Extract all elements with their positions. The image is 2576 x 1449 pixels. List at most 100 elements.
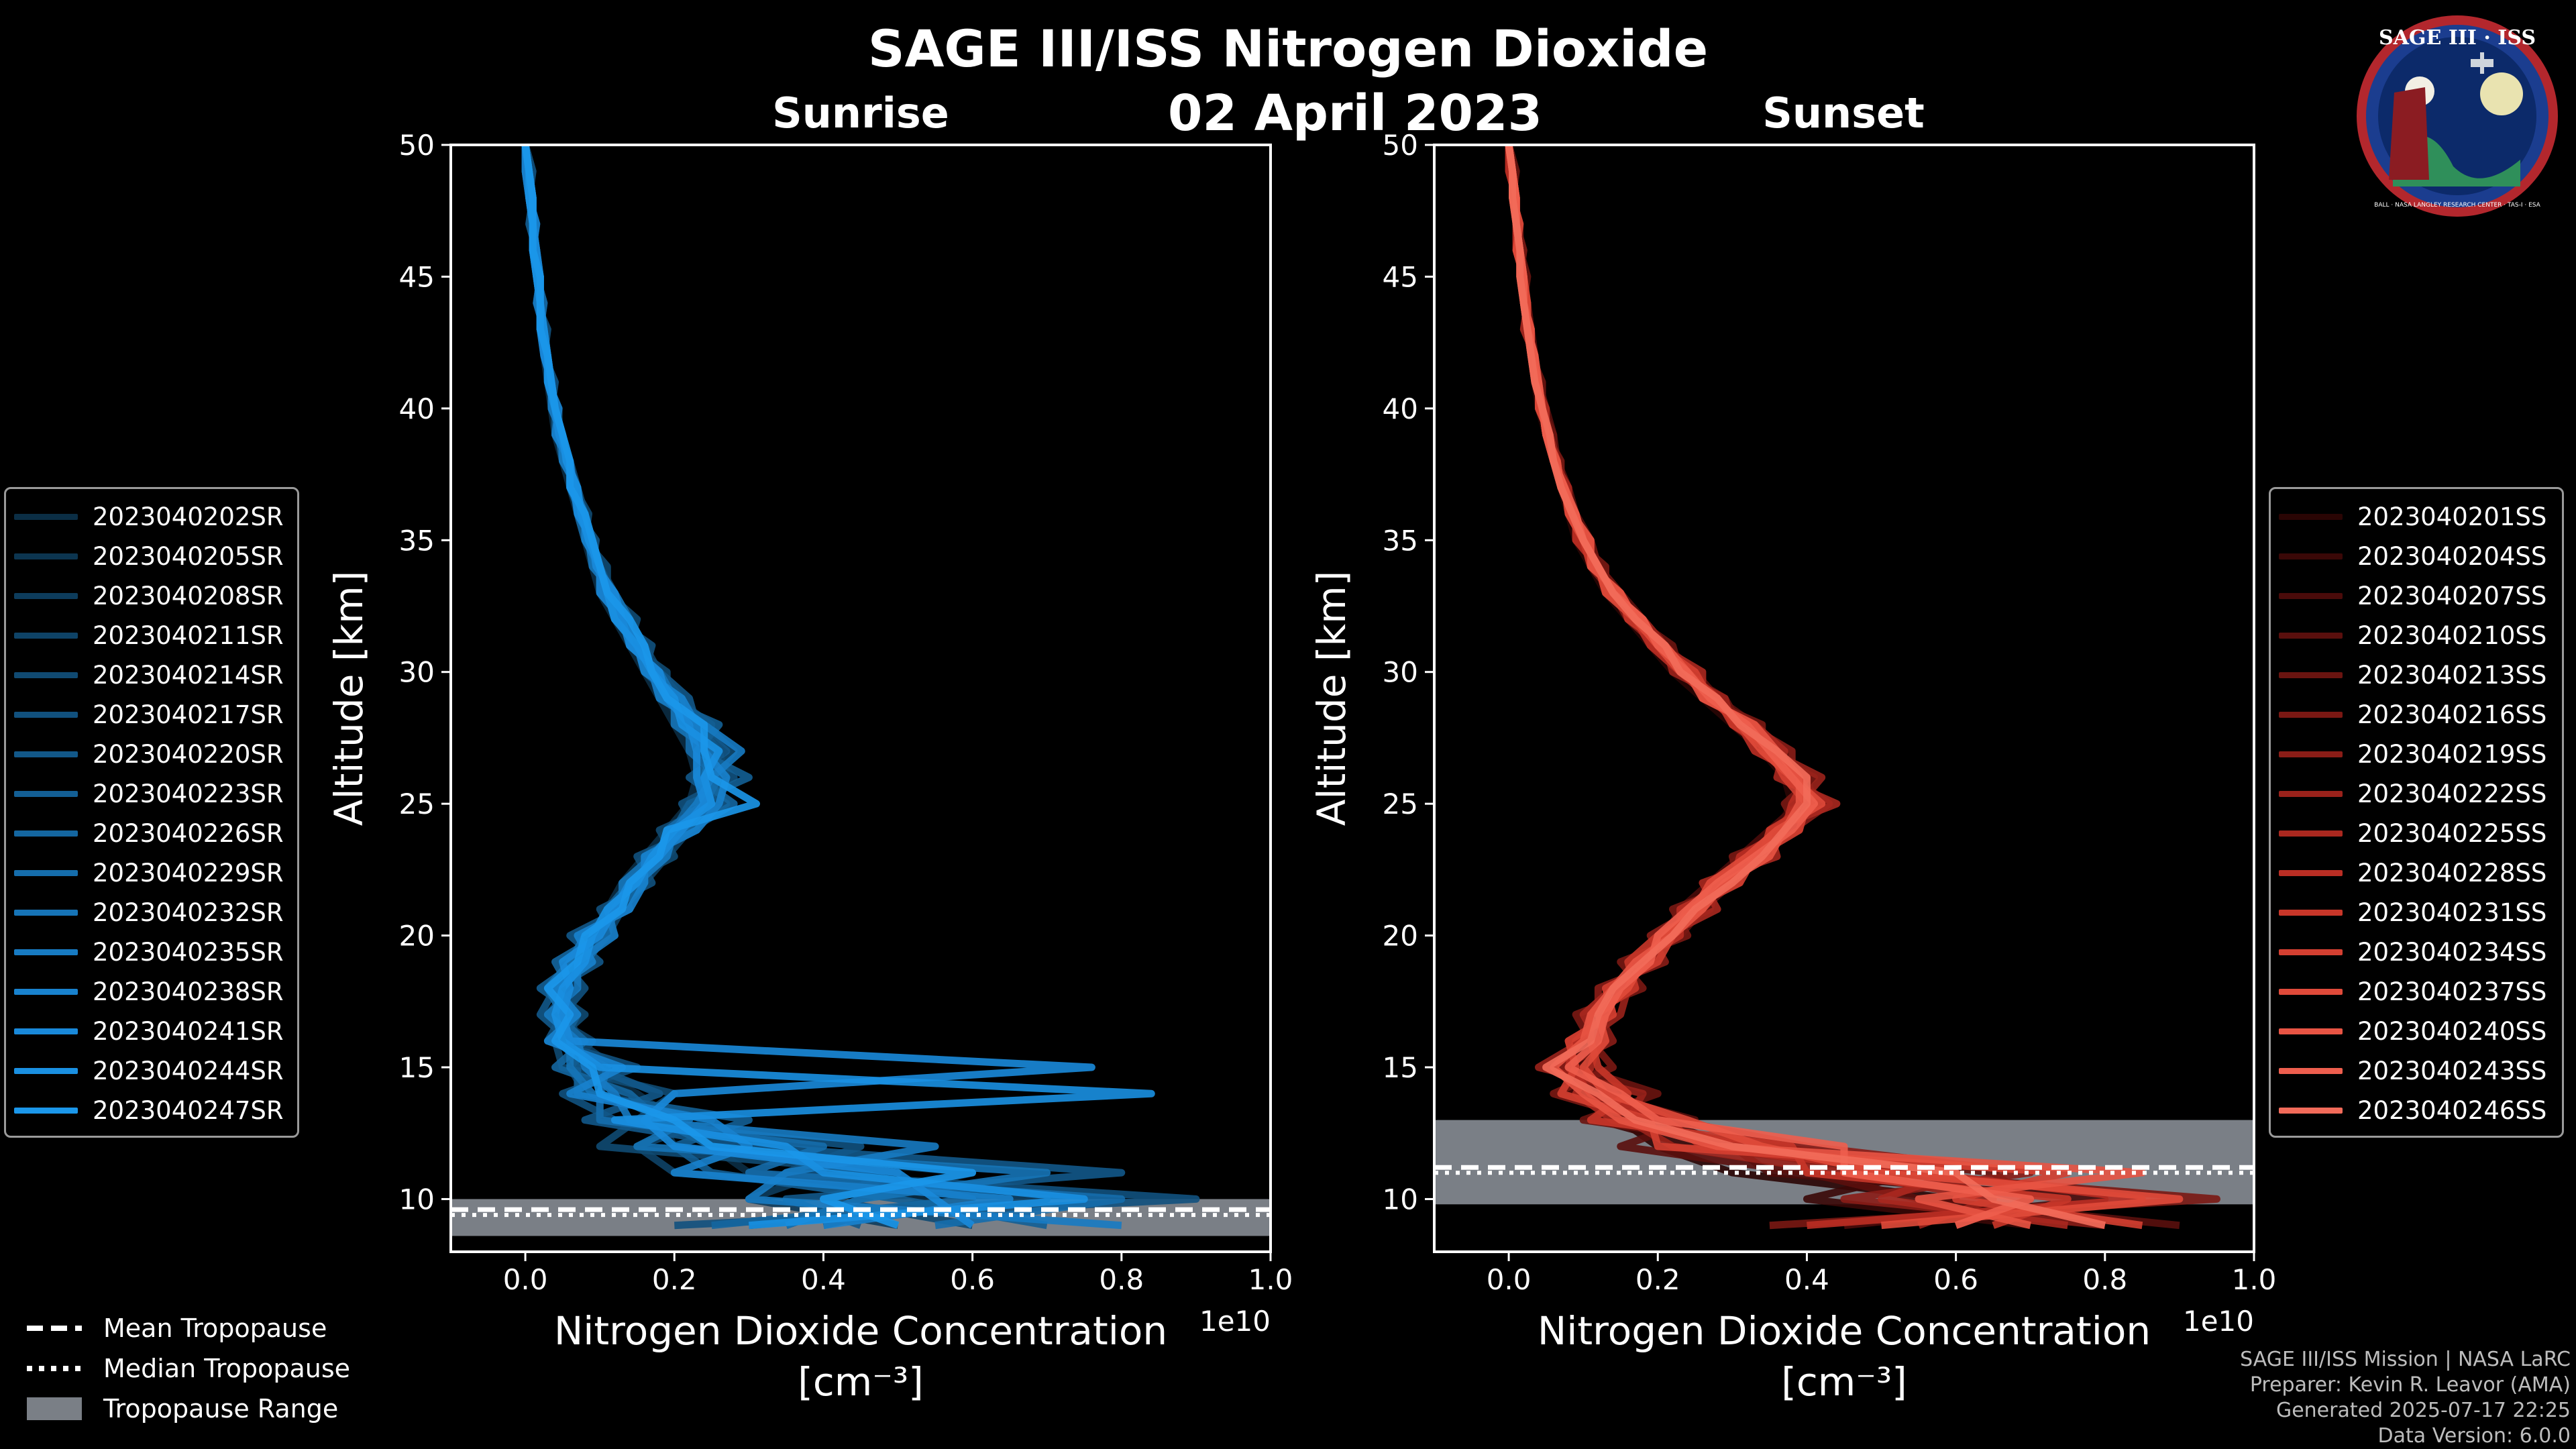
legend-label: 2023040205SR bbox=[93, 542, 284, 571]
legend-entry: 2023040232SR bbox=[14, 893, 289, 932]
y-tick-label: 50 bbox=[399, 129, 435, 162]
legend-label: 2023040217SR bbox=[93, 700, 284, 729]
sunset-panel: 0.0 0.2 0.4 0.6 0.8 1.0 10 15 20 25 30 35 40 45 50 1e10… bbox=[1309, 129, 2276, 1405]
legend-label: 2023040235SR bbox=[93, 938, 284, 967]
legend-label: 2023040232SR bbox=[93, 898, 284, 927]
series-line-2023040246SS bbox=[1505, 145, 2106, 1230]
footer-line-1: SAGE III/ISS Mission | NASA LaRC bbox=[2240, 1348, 2571, 1371]
legend-swatch bbox=[2279, 712, 2343, 718]
legend-swatch bbox=[2279, 910, 2343, 916]
legend-swatch bbox=[14, 830, 78, 837]
sunrise-panel-title: Sunrise bbox=[772, 89, 949, 138]
legend-label: 2023040241SR bbox=[93, 1017, 284, 1046]
legend-entry: 2023040229SR bbox=[14, 853, 289, 893]
legend-swatch bbox=[14, 1108, 78, 1114]
legend-entry: 2023040243SS bbox=[2279, 1051, 2554, 1091]
x-tick-label: 0.2 bbox=[1635, 1263, 1680, 1296]
legend-swatch bbox=[2279, 949, 2343, 955]
x-axis-label: Nitrogen Dioxide Concentration bbox=[554, 1308, 1167, 1354]
x-tick-label: 0.8 bbox=[2082, 1263, 2127, 1296]
legend-swatch bbox=[14, 989, 78, 995]
x-offset-label: 1e10 bbox=[1199, 1305, 1271, 1338]
legend-entry: 2023040214SR bbox=[14, 655, 289, 695]
y-tick-label: 15 bbox=[399, 1051, 435, 1084]
legend-entry: 2023040225SS bbox=[2279, 814, 2554, 853]
legend-entry: 2023040204SS bbox=[2279, 537, 2554, 576]
series-line-2023040216SS bbox=[1505, 145, 2220, 1230]
y-tick-label: 10 bbox=[399, 1183, 435, 1216]
band-swatch bbox=[27, 1397, 82, 1420]
series-group bbox=[521, 145, 1200, 1230]
legend-label: 2023040238SR bbox=[93, 977, 284, 1006]
legend-swatch bbox=[2279, 633, 2343, 639]
legend-entry: 2023040238SR bbox=[14, 972, 289, 1012]
y-tick-label: 25 bbox=[399, 788, 435, 820]
legend-swatch bbox=[2279, 1108, 2343, 1114]
figure-title: SAGE III/ISS Nitrogen Dioxide bbox=[867, 19, 1709, 78]
figure-date: 02 April 2023 bbox=[1168, 85, 1542, 142]
y-tick-label: 30 bbox=[399, 656, 435, 689]
series-line-2023040217SR bbox=[521, 145, 1200, 1230]
legend-entry: 2023040244SR bbox=[14, 1051, 289, 1091]
y-tick-label: 40 bbox=[1383, 392, 1418, 425]
legend-swatch bbox=[2279, 830, 2343, 837]
series-group bbox=[1505, 145, 2220, 1230]
plot-frame bbox=[449, 144, 1272, 1253]
x-tick-label: 0.6 bbox=[1933, 1263, 1978, 1296]
legend-label: 2023040214SR bbox=[93, 661, 284, 690]
legend-entry: 2023040228SS bbox=[2279, 853, 2554, 893]
legend-entry: 2023040207SS bbox=[2279, 576, 2554, 616]
x-tick-label: 0.0 bbox=[1487, 1263, 1532, 1296]
x-tick-label: 1.0 bbox=[1248, 1263, 1293, 1296]
footer-credits: SAGE III/ISS Mission | NASA LaRC Prepare… bbox=[2240, 1347, 2571, 1449]
legend-label: 2023040222SS bbox=[2357, 780, 2547, 808]
legend-entry: 2023040241SR bbox=[14, 1012, 289, 1051]
legend-label: 2023040201SS bbox=[2357, 502, 2547, 531]
logo-text: SAGE III · ISS bbox=[2379, 26, 2536, 50]
legend-entry: 2023040226SR bbox=[14, 814, 289, 853]
legend-swatch bbox=[2279, 989, 2343, 995]
y-tick-label: 30 bbox=[1383, 656, 1418, 689]
legend-swatch bbox=[14, 791, 78, 797]
legend-entry: 2023040210SS bbox=[2279, 616, 2554, 655]
legend-swatch bbox=[2279, 791, 2343, 797]
x-tick-label: 1.0 bbox=[2232, 1263, 2277, 1296]
sunrise-legend: 2023040202SR 2023040205SR 2023040208SR 2023… bbox=[4, 487, 299, 1138]
median-tropopause-entry: Median Tropopause bbox=[24, 1348, 350, 1389]
sunrise-panel: 0.0 0.2 0.4 0.6 0.8 1.0 10 15 20 25 30 35 40 45 50 1e10… bbox=[326, 129, 1293, 1405]
y-tick-label: 25 bbox=[1383, 788, 1418, 820]
y-tick-label: 35 bbox=[399, 524, 435, 557]
legend-entry: 2023040220SR bbox=[14, 735, 289, 774]
legend-entry: 2023040219SS bbox=[2279, 735, 2554, 774]
legend-label: 2023040234SS bbox=[2357, 938, 2547, 967]
legend-entry: 2023040223SR bbox=[14, 774, 289, 814]
median-tropopause-label: Median Tropopause bbox=[103, 1354, 350, 1383]
legend-label: 2023040247SR bbox=[93, 1096, 284, 1125]
legend-label: 2023040237SS bbox=[2357, 977, 2547, 1006]
legend-label: 2023040243SS bbox=[2357, 1057, 2547, 1085]
x-tick-label: 0.8 bbox=[1099, 1263, 1144, 1296]
legend-label: 2023040223SR bbox=[93, 780, 284, 808]
y-tick-label: 20 bbox=[399, 920, 435, 953]
legend-entry: 2023040201SS bbox=[2279, 497, 2554, 537]
legend-entry: 2023040205SR bbox=[14, 537, 289, 576]
legend-entry: 2023040247SR bbox=[14, 1091, 289, 1130]
sage-iii-iss-logo: SAGE III · ISS BALL · NASA LANGLEY RESEA… bbox=[2357, 15, 2558, 217]
series-line-2023040225SS bbox=[1505, 145, 2069, 1230]
tropopause-legend: Mean Tropopause Median Tropopause Tropop… bbox=[24, 1308, 350, 1429]
plot-frame bbox=[1433, 144, 2255, 1253]
series-line-2023040247SR bbox=[521, 145, 977, 1229]
x-axis-label: Nitrogen Dioxide Concentration bbox=[1538, 1308, 2151, 1354]
legend-label: 2023040220SR bbox=[93, 740, 284, 769]
x-offset-label: 1e10 bbox=[2183, 1305, 2254, 1338]
y-tick-label: 10 bbox=[1383, 1183, 1418, 1216]
legend-swatch bbox=[14, 633, 78, 639]
y-tick-label: 35 bbox=[1383, 524, 1418, 557]
series-line-2023040228SS bbox=[1505, 145, 2146, 1230]
legend-swatch bbox=[14, 870, 78, 876]
mean-tropopause-label: Mean Tropopause bbox=[103, 1313, 327, 1343]
x-axis-unit: [cm⁻³] bbox=[1781, 1359, 1907, 1405]
x-tick-label: 0.4 bbox=[801, 1263, 846, 1296]
legend-label: 2023040225SS bbox=[2357, 819, 2547, 848]
